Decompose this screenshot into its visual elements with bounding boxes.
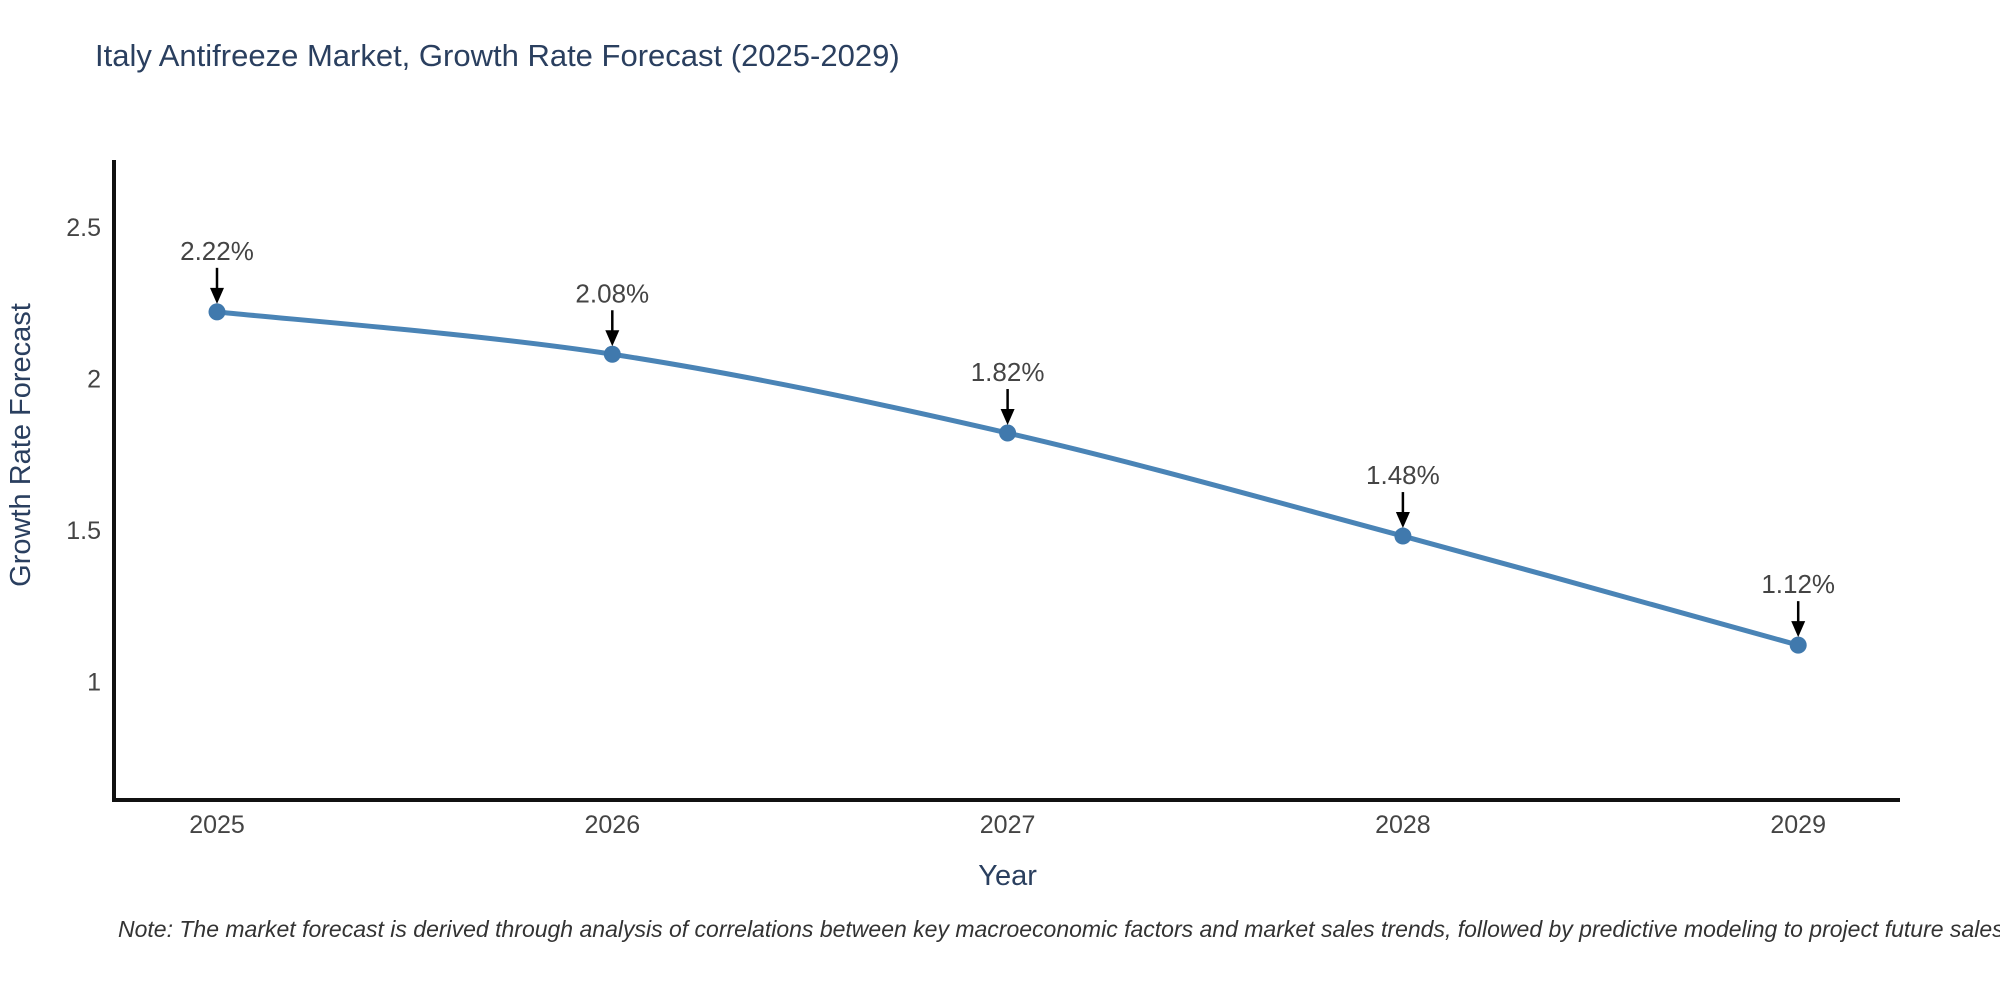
data-point-marker xyxy=(603,345,621,363)
y-tick-label: 2.5 xyxy=(66,214,101,242)
data-point-marker xyxy=(999,424,1017,442)
data-point-marker xyxy=(1394,527,1412,545)
annotation-arrowhead-icon xyxy=(605,330,620,347)
chart-title: Italy Antifreeze Market, Growth Rate For… xyxy=(95,38,900,73)
data-point-marker xyxy=(1789,636,1807,654)
x-tick-label: 2028 xyxy=(1375,811,1431,839)
y-tick-label: 1.5 xyxy=(66,517,101,545)
data-point-label: 1.82% xyxy=(971,357,1045,387)
y-axis-title: Growth Rate Forecast xyxy=(5,303,37,587)
data-point-label: 2.22% xyxy=(180,236,254,266)
data-point-label: 1.48% xyxy=(1366,460,1440,490)
y-tick-label: 2 xyxy=(87,366,101,394)
annotation-arrowhead-icon xyxy=(1000,409,1015,426)
y-tick-label: 1 xyxy=(87,669,101,697)
x-tick-label: 2029 xyxy=(1770,811,1826,839)
annotation-arrowhead-icon xyxy=(210,287,224,304)
data-point-marker xyxy=(208,303,226,321)
x-tick-label: 2027 xyxy=(980,811,1036,839)
data-point-label: 1.12% xyxy=(1761,569,1835,599)
x-axis-title: Year xyxy=(978,860,1037,892)
x-tick-label: 2025 xyxy=(189,811,245,839)
x-tick-label: 2026 xyxy=(584,811,640,839)
annotation-arrowhead-icon xyxy=(1791,621,1806,638)
chart-note: Note: The market forecast is derived thr… xyxy=(118,916,2000,942)
annotation-arrowhead-icon xyxy=(1395,512,1410,529)
data-point-label: 2.08% xyxy=(575,278,649,308)
